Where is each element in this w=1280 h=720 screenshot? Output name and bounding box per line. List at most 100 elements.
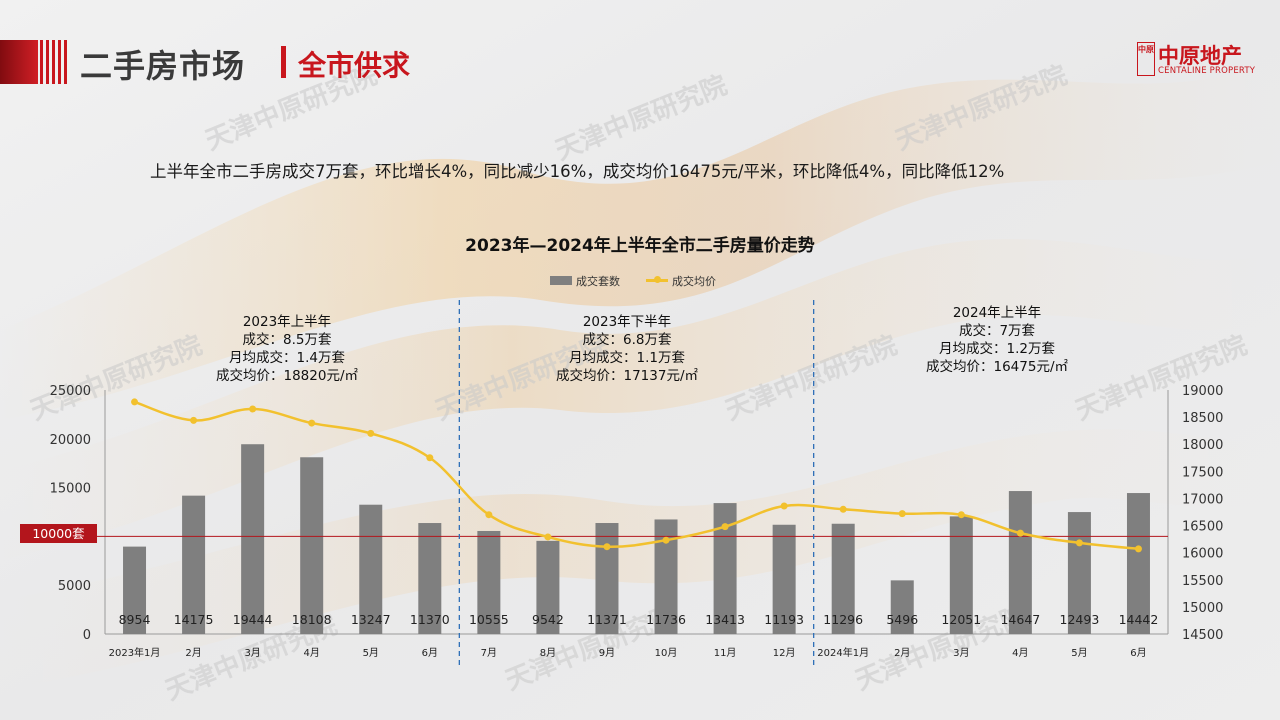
bar-value-label: 13413 (705, 612, 745, 627)
bar (831, 523, 855, 634)
period-line: 2023年下半年 (582, 314, 672, 330)
price-point (1134, 545, 1142, 553)
bar (418, 523, 442, 634)
price-point (1016, 529, 1024, 537)
legend-dot (654, 276, 661, 283)
logo-seal: 中原 (1137, 42, 1155, 76)
price-point (721, 523, 729, 531)
price-line (134, 400, 1139, 551)
price-point (898, 510, 906, 518)
x-tick-label: 10月 (655, 647, 678, 659)
page-title: 二手房市场 (80, 47, 246, 85)
bar-value-label: 10555 (469, 612, 509, 627)
period-annotation-2023h2: 2023年下半年 成交：6.8万套 月均成交：1.1万套 成交均价：17137元… (512, 313, 742, 385)
y-left-tick-label: 25000 (50, 384, 91, 399)
x-tick-label: 8月 (540, 647, 556, 659)
bar-value-label: 18108 (292, 612, 332, 627)
y-left-tick-label: 20000 (50, 433, 91, 448)
legend-label: 成交套数 (576, 275, 620, 288)
bar-value-label: 14175 (174, 612, 214, 627)
y-right-tick-label: 17500 (1182, 465, 1223, 480)
bar-value-label: 11296 (823, 612, 863, 627)
page-subtitle: 全市供求 (298, 49, 411, 82)
price-point (839, 505, 847, 513)
period-annotation-2023h1: 2023年上半年 成交：8.5万套 月均成交：1.4万套 成交均价：18820元… (172, 313, 402, 385)
x-tick-label: 4月 (1012, 647, 1028, 659)
bar-value-label: 8954 (119, 612, 151, 627)
bar (182, 495, 206, 634)
y-left-tick-label: 15000 (50, 482, 91, 497)
period-line: 月均成交：1.2万套 (939, 341, 1055, 357)
x-tick-label: 3月 (953, 647, 969, 659)
y-right-tick-label: 14500 (1182, 628, 1223, 643)
x-tick-label: 6月 (1130, 647, 1146, 659)
x-tick-label: 2024年1月 (817, 646, 869, 659)
bar (595, 523, 619, 634)
bar (949, 516, 973, 634)
bar-value-label: 11371 (587, 612, 627, 627)
bar (359, 504, 383, 634)
period-annotation-2024h1: 2024年上半年 成交：7万套 月均成交：1.2万套 成交均价：16475元/㎡ (882, 304, 1112, 376)
reference-line-label: 10000套 (20, 524, 97, 543)
bar-value-label: 19444 (233, 612, 273, 627)
summary-text: 上半年全市二手房成交7万套，环比增长4%，同比减少16%，成交均价16475元/… (150, 162, 1005, 181)
price-point (1075, 539, 1083, 547)
legend-bar-swatch (550, 276, 572, 285)
period-line: 成交均价：17137元/㎡ (556, 368, 698, 384)
x-tick-label: 9月 (599, 647, 615, 659)
x-tick-label: 2023年1月 (109, 646, 161, 659)
bar-value-label: 14647 (1000, 612, 1040, 627)
bar (300, 457, 324, 634)
x-tick-label: 2月 (894, 647, 910, 659)
price-point (485, 511, 493, 519)
title-divider (281, 46, 286, 78)
bar-value-label: 13247 (351, 612, 391, 627)
title-stripes (0, 40, 67, 84)
x-tick-label: 3月 (244, 647, 260, 659)
y-right-tick-label: 15000 (1182, 601, 1223, 616)
bar (123, 546, 147, 634)
x-tick-label: 2月 (185, 647, 201, 659)
bar (536, 540, 560, 634)
x-tick-label: 7月 (481, 647, 497, 659)
x-tick-label: 11月 (714, 647, 737, 659)
period-line: 月均成交：1.4万套 (229, 350, 345, 366)
bar (477, 530, 501, 634)
period-line: 成交：8.5万套 (242, 332, 332, 348)
x-tick-label: 5月 (1071, 647, 1087, 659)
bar-value-label: 11736 (646, 612, 686, 627)
y-right-tick-label: 19000 (1182, 384, 1223, 399)
y-right-tick-label: 17000 (1182, 492, 1223, 507)
period-line: 月均成交：1.1万套 (569, 350, 685, 366)
y-right-tick-label: 16000 (1182, 547, 1223, 562)
bar-value-label: 11193 (764, 612, 804, 627)
price-point (780, 502, 788, 510)
y-left-tick-label: 5000 (58, 579, 91, 594)
x-tick-label: 6月 (422, 647, 438, 659)
price-point (131, 398, 139, 406)
x-tick-label: 12月 (773, 647, 796, 659)
y-left-tick-label: 0 (83, 628, 91, 643)
company-logo: 中原 中原地产 CENTALINE PROPERTY (1133, 42, 1263, 78)
bar (713, 503, 737, 634)
period-line: 2023年上半年 (242, 314, 332, 330)
price-point (426, 454, 434, 462)
price-point (544, 533, 552, 541)
x-tick-label: 4月 (304, 647, 320, 659)
bar (241, 444, 265, 634)
bar (772, 524, 796, 634)
chart-title: 2023年—2024年上半年全市二手房量价走势 (465, 236, 815, 256)
period-line: 成交：6.8万套 (582, 332, 672, 348)
bar (1008, 491, 1032, 634)
period-line: 2024年上半年 (952, 305, 1042, 321)
y-right-tick-label: 16500 (1182, 520, 1223, 535)
logo-cn: 中原地产 (1158, 44, 1242, 68)
y-right-tick-label: 15500 (1182, 574, 1223, 589)
price-point (957, 511, 965, 519)
price-point (249, 405, 257, 413)
price-point (603, 543, 611, 551)
price-point (190, 416, 198, 424)
bar-value-label: 5496 (886, 612, 918, 627)
